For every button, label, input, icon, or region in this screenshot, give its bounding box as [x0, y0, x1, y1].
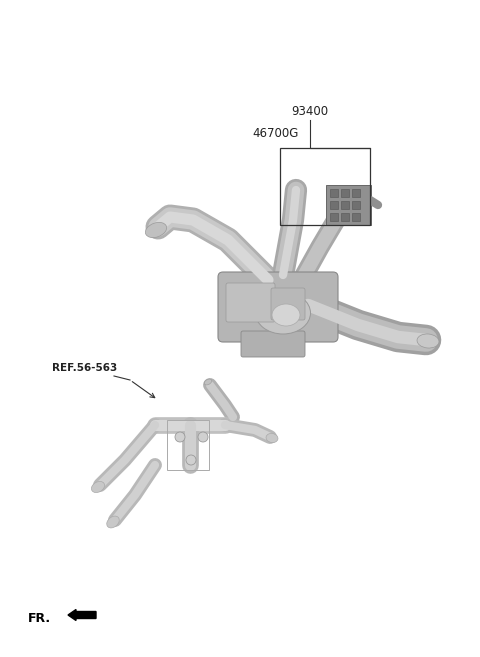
- Ellipse shape: [417, 334, 439, 348]
- Text: FR.: FR.: [28, 612, 51, 625]
- Bar: [167, 420, 209, 470]
- Ellipse shape: [255, 292, 311, 334]
- Bar: [280, 148, 370, 225]
- FancyArrow shape: [68, 610, 96, 620]
- Bar: [330, 201, 338, 209]
- Bar: [330, 189, 338, 197]
- Bar: [330, 213, 338, 221]
- Ellipse shape: [92, 482, 105, 493]
- Ellipse shape: [145, 223, 167, 238]
- Bar: [352, 189, 360, 197]
- Circle shape: [175, 432, 185, 442]
- FancyBboxPatch shape: [218, 272, 338, 342]
- Ellipse shape: [107, 516, 119, 528]
- Ellipse shape: [272, 304, 300, 326]
- Bar: [352, 213, 360, 221]
- Bar: [341, 189, 349, 197]
- Ellipse shape: [204, 379, 212, 385]
- Bar: [352, 201, 360, 209]
- FancyBboxPatch shape: [226, 283, 275, 322]
- Bar: [341, 201, 349, 209]
- Circle shape: [198, 432, 208, 442]
- Bar: [341, 213, 349, 221]
- Bar: [326, 185, 371, 225]
- Circle shape: [186, 455, 196, 465]
- FancyBboxPatch shape: [241, 331, 305, 357]
- FancyBboxPatch shape: [271, 288, 305, 320]
- Text: 46700G: 46700G: [252, 127, 299, 140]
- Text: 93400: 93400: [291, 105, 329, 118]
- Ellipse shape: [266, 434, 278, 443]
- Text: REF.56-563: REF.56-563: [52, 363, 117, 373]
